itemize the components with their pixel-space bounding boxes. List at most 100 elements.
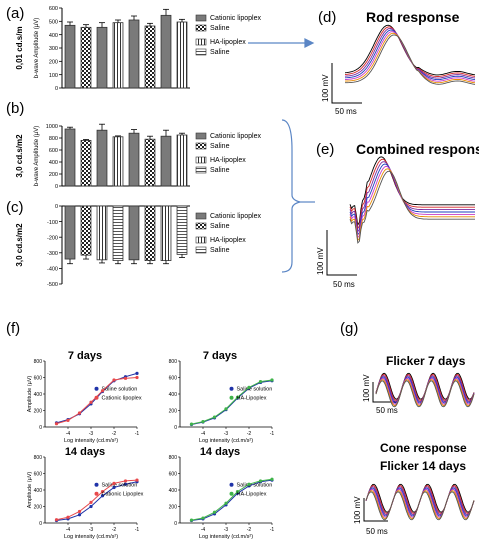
legend-label-c-3: HA-lipoplex [210, 237, 246, 244]
data-point-f3-2 [100, 490, 105, 494]
data-point-f2-2 [201, 420, 205, 424]
data-point-f3-2 [77, 509, 82, 514]
data-point-f4-2 [201, 516, 205, 520]
x-tick-label-f4: -3 [224, 527, 229, 533]
x-tick-label-f3: -2 [112, 527, 117, 533]
legend-swatch-b-4 [195, 166, 207, 174]
legend-swatch-a-3 [195, 38, 207, 46]
data-point-f2-2 [270, 378, 274, 382]
y-tick-label-f1: 200 [34, 409, 43, 415]
fit-chart-f3: 0 200 400 600 800 -4 -3 -2 -1 Log intensity (cd.m… [27, 446, 144, 540]
scale-bar-d [331, 63, 362, 104]
bar-c-6 [144, 205, 156, 261]
scale-g2-volts: 100 mV [353, 496, 362, 524]
x-axis-label-f1: Log intensity (cd.m/s²) [64, 438, 118, 444]
data-point-f4-2 [224, 501, 228, 505]
panel-label-d: (d) [318, 9, 336, 26]
scale-d-time: 50 ms [335, 107, 357, 116]
y-tick-label-a: 0 [55, 86, 58, 92]
bar-b-8 [176, 134, 188, 187]
bar-a-4 [112, 22, 124, 89]
x-tick-label-f2: -2 [247, 431, 252, 437]
panel-label-a: (a) [6, 5, 24, 22]
combined-response-title: Combined response [356, 141, 479, 157]
legend-marker-f3-1 [94, 482, 99, 487]
data-point-f2-2 [189, 422, 194, 426]
bar-charts: 0 100 200 300 400 500 600 0,01 cd.s/m b-wave Amp… [15, 6, 261, 288]
data-point-f1-2 [100, 389, 105, 393]
bar-chart-a: 0 100 200 300 400 500 600 0,01 cd.s/m b-wave Amp… [15, 6, 261, 92]
x-axis-label-f2: Log intensity (cd.m/s²) [199, 438, 253, 444]
data-point-f2-2 [224, 407, 228, 411]
scale-bar-e [326, 230, 357, 276]
fit-curve-f2-2 [191, 379, 273, 425]
side-label-c: 3,0 cd.s/m2 [15, 223, 24, 267]
fit-curve-f2-1 [191, 380, 273, 425]
fit-charts: 0 200 400 600 800 -4 -3 -2 -1 Log intensity (cd.m… [27, 350, 274, 540]
y-tick-label-a: 600 [49, 6, 58, 12]
scale-d-volts: 100 mV [321, 74, 330, 102]
bar-c-3 [96, 205, 108, 261]
legend-marker-f2-2 [229, 395, 234, 400]
panel-label-f: (f) [6, 320, 20, 337]
legend-label-f3-2: Cationic Lipoplex [102, 492, 144, 498]
combined-trace-5 [349, 165, 475, 239]
combined-trace-3 [349, 161, 475, 233]
y-tick-label-f2: 400 [169, 392, 178, 398]
data-point-f3-2 [89, 500, 93, 504]
data-point-f3-2 [112, 481, 116, 485]
x-tick-label-f4: -4 [201, 527, 206, 533]
x-tick-label-f1: -3 [89, 431, 94, 437]
fit-title-f3: 14 days [65, 446, 105, 458]
legend-label-a-2: Saline [210, 25, 230, 32]
y-tick-label-b: 200 [49, 172, 58, 178]
y-tick-label-f2: 800 [169, 359, 178, 365]
bar-b-4 [112, 136, 124, 187]
y-tick-label-a: 400 [49, 33, 58, 39]
y-tick-label-f3: 800 [34, 455, 43, 461]
x-tick-label-f4: -2 [247, 527, 252, 533]
bar-a-6 [144, 25, 156, 89]
bar-b-3 [96, 129, 108, 187]
panel-label-g: (g) [340, 320, 358, 337]
y-tick-label-f4: 600 [169, 472, 178, 478]
panel-label-e: (e) [316, 141, 334, 158]
rod-trace-5 [344, 31, 476, 82]
legend-label-f3-1: Saline solution [102, 483, 138, 489]
data-point-f3-2 [54, 518, 59, 522]
y-tick-label-f1: 600 [34, 376, 43, 382]
bar-b-5 [128, 132, 140, 187]
fit-chart-f4: 0 200 400 600 800 -4 -3 -2 -1 Log intensity (cd.m… [169, 446, 275, 540]
data-point-f3-1 [123, 482, 128, 486]
y-tick-label-b: 1000 [46, 124, 58, 130]
x-tick-label-f1: -4 [66, 431, 71, 437]
legend-marker-f3-2 [94, 491, 99, 496]
flicker-14-title: Flicker 14 days [380, 459, 466, 473]
data-point-f1-2 [54, 422, 59, 426]
y-tick-label-b: 400 [49, 160, 58, 166]
data-point-f4-2 [247, 482, 251, 486]
legend-label-c-2: Saline [210, 223, 230, 230]
legend-label-f4-1: Saline solution [237, 483, 273, 489]
legend-marker-f1-2 [94, 395, 99, 400]
data-point-f2-2 [258, 380, 263, 384]
y-axis-label-f3: Amplitude (µV) [27, 472, 33, 509]
x-tick-label-f3: -1 [135, 527, 140, 533]
combined-trace-1 [349, 156, 475, 227]
rod-trace-2 [344, 26, 476, 77]
x-axis-label-f3: Log intensity (cd.m/s²) [64, 534, 118, 540]
y-tick-label-c: -500 [47, 282, 58, 288]
legend-label-b-4: Saline [210, 167, 230, 174]
scale-g2-time: 50 ms [366, 527, 388, 536]
y-tick-label-f4: 800 [169, 455, 178, 461]
y-tick-label-c: -300 [47, 251, 58, 257]
data-point-f1-2 [77, 411, 82, 415]
arrow-a-to-d [248, 38, 315, 48]
x-tick-label-f4: -1 [270, 527, 275, 533]
bar-chart-c: 0 -100 -200 -300 -400 -500 3,0 cd.s/m2 Cationic… [15, 204, 261, 288]
combined-trace-6 [349, 168, 475, 242]
flicker-7-title: Flicker 7 days [386, 354, 466, 368]
bar-a-8 [176, 21, 188, 89]
data-point-f4-2 [212, 510, 217, 514]
y-tick-label-b: 0 [55, 184, 58, 190]
